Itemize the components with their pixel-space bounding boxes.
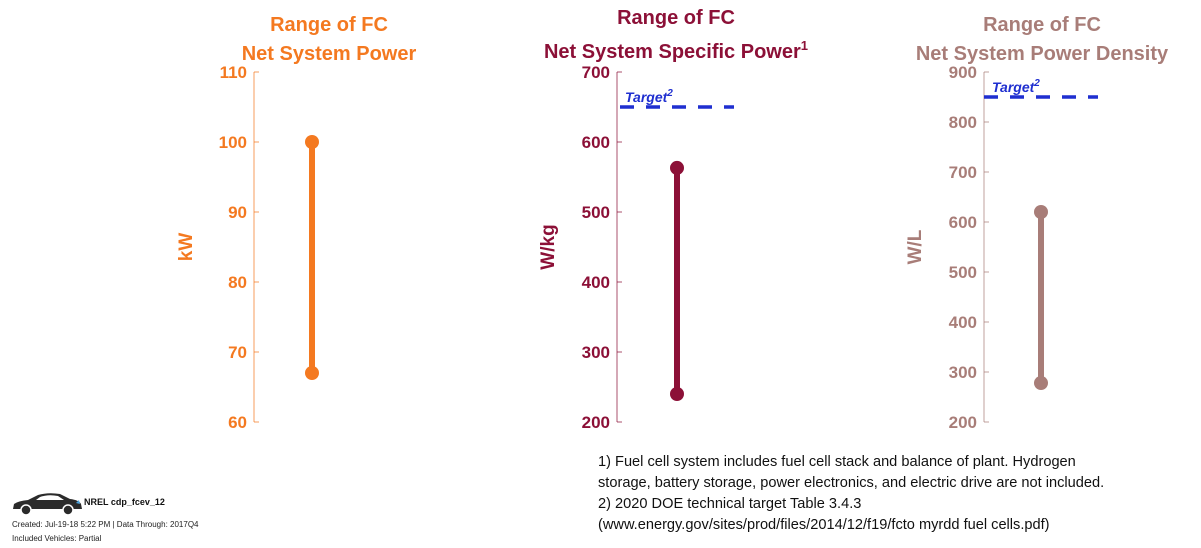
- range-max-point: [305, 135, 319, 149]
- y-tick-label: 500: [582, 203, 610, 222]
- y-tick-label: 400: [582, 273, 610, 292]
- y-tick-label: 80: [228, 273, 247, 292]
- footnote-line: storage, battery storage, power electron…: [598, 475, 1105, 491]
- y-tick-label: 800: [949, 113, 977, 132]
- chart-title-line: Net System Power: [242, 43, 417, 65]
- chart-title-line: Range of FC: [270, 14, 388, 36]
- y-tick-label: 90: [228, 203, 247, 222]
- title-superscript: 1: [801, 38, 808, 53]
- y-axis-label: W/kg: [538, 224, 559, 269]
- y-tick-label: 600: [949, 213, 977, 232]
- range-max-point: [1034, 205, 1048, 219]
- y-tick-label: 200: [949, 413, 977, 432]
- y-tick-label: 200: [582, 413, 610, 432]
- chart-title-line: Range of FC: [983, 14, 1101, 36]
- stamp-included: Included Vehicles: Partial: [12, 534, 102, 543]
- target-label: Target2: [992, 78, 1040, 95]
- footnote-line: 2) 2020 DOE technical target Table 3.4.3: [598, 496, 862, 512]
- chart-title-line: Net System Power Density: [916, 43, 1169, 65]
- chart-title-line: Net System Specific Power1: [544, 38, 808, 63]
- y-tick-label: 700: [949, 163, 977, 182]
- target-superscript: 2: [666, 88, 673, 99]
- y-tick-label: 110: [220, 63, 247, 82]
- y-tick-label: 300: [949, 363, 977, 382]
- y-tick-label: 60: [228, 413, 247, 432]
- range-min-point: [305, 366, 319, 380]
- y-tick-label: 70: [228, 343, 247, 362]
- footnote-line: 1) Fuel cell system includes fuel cell s…: [598, 454, 1076, 470]
- nrel-stamp: NREL cdp_fcev_12 Created: Jul-19-18 5:22…: [10, 491, 310, 547]
- y-tick-label: 400: [949, 313, 977, 332]
- footnotes: 1) Fuel cell system includes fuel cell s…: [598, 452, 1198, 536]
- stamp-created: Created: Jul-19-18 5:22 PM | Data Throug…: [12, 520, 199, 529]
- y-tick-label: 300: [582, 343, 610, 362]
- range-max-point: [670, 160, 684, 175]
- range-min-point: [1034, 376, 1048, 390]
- y-tick-label: 500: [949, 263, 977, 282]
- y-tick-label: 700: [582, 63, 610, 82]
- y-tick-label: 900: [949, 63, 977, 82]
- y-tick-label: 100: [219, 133, 247, 152]
- target-superscript: 2: [1033, 78, 1040, 89]
- y-axis-label: W/L: [905, 229, 926, 264]
- y-tick-label: 600: [582, 133, 610, 152]
- y-axis-label: kW: [176, 233, 197, 262]
- stamp-title: NREL cdp_fcev_12: [84, 497, 165, 507]
- range-min-point: [670, 387, 684, 401]
- car-icon: [13, 493, 82, 516]
- chart-title-line: Range of FC: [617, 7, 735, 29]
- target-label: Target2: [625, 88, 673, 105]
- footnote-line: (www.energy.gov/sites/prod/files/2014/12…: [598, 517, 1050, 533]
